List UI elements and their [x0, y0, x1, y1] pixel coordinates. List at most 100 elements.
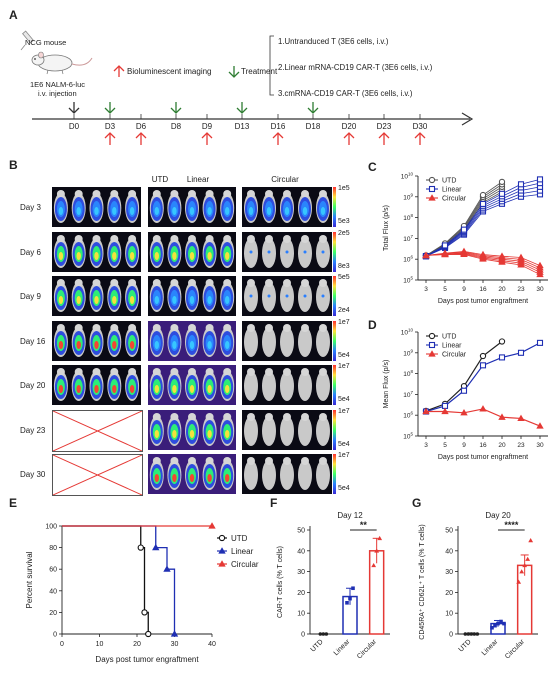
data-point-circular	[498, 413, 506, 420]
series-line-utd	[425, 181, 503, 256]
y-tick-label: 107	[403, 234, 413, 243]
bli-image	[148, 409, 236, 450]
bli-image	[242, 365, 332, 405]
y-tick-label: 0	[449, 632, 453, 639]
y-tick-label: 10	[445, 611, 453, 618]
chart-c: 105 106 107 108 109 1010 3 5 9 16 20 23 30 Days post …	[383, 172, 548, 305]
data-point	[472, 632, 477, 636]
x-tick-label: Circular	[356, 638, 378, 660]
x-tick-label: 20	[498, 442, 506, 449]
x-tick-label: Linear	[333, 638, 352, 657]
data-point-linear	[517, 349, 525, 356]
bli-image	[148, 231, 236, 272]
row-label: Day 6	[20, 247, 41, 257]
data-point-utd	[479, 352, 487, 360]
survival-curve-linear	[62, 525, 176, 634]
mouse-silhouette	[262, 371, 276, 401]
x-tick-label: 9	[462, 286, 466, 293]
row-label: Day 30	[20, 470, 46, 479]
colorbar-min: 5e3	[338, 218, 350, 225]
group-2: 2.Linear mRNA-CD19 CAR-T (3E6 cells, i.v…	[278, 63, 433, 72]
x-tick-label: 23	[517, 286, 525, 293]
x-tick-label: 20	[133, 641, 141, 648]
bli-image	[52, 231, 141, 272]
col-header-utd: UTD	[151, 175, 169, 184]
x-tick-label: 5	[443, 442, 447, 449]
y-tick-label: 108	[403, 369, 413, 378]
mouse-silhouette	[244, 415, 258, 446]
colorbar	[333, 409, 336, 450]
survival-point-linear	[152, 543, 160, 551]
injection-label-2: i.v. injection	[38, 89, 77, 98]
colorbar	[333, 320, 336, 361]
data-point-linear	[460, 387, 468, 394]
data-point	[519, 569, 525, 574]
mouse-silhouette	[316, 460, 330, 490]
x-tick-label: 16	[479, 286, 487, 293]
group-3: 3.cmRNA-CD19 CAR-T (3E6 cells, i.v.)	[278, 89, 413, 98]
x-tick-label: 10	[96, 641, 104, 648]
data-point	[525, 556, 531, 561]
timeline-panel: NCG mouse 1E6 NALM-6-luc i.v. injection …	[0, 0, 554, 150]
colorbar	[333, 231, 336, 272]
mouse-icon	[31, 51, 93, 75]
day-label-D23: D23	[376, 122, 392, 131]
y-axis-label: Mean Flux (p/s)	[383, 360, 390, 409]
colorbar	[333, 454, 336, 494]
day-label-D6: D6	[135, 122, 147, 131]
y-tick-label: 50	[297, 528, 305, 535]
y-tick-label: 20	[297, 590, 305, 597]
y-axis-label: Total Flux (p/s)	[383, 205, 390, 251]
survival-point-linear	[170, 630, 179, 637]
data-point-linear	[536, 176, 544, 183]
panel-label-e: E	[9, 496, 18, 510]
bli-image	[148, 320, 236, 361]
colorbar-max: 5e5	[338, 274, 350, 281]
chart-title: Day 12	[337, 511, 363, 520]
legend-label: Circular	[231, 560, 259, 569]
colorbar-min: 8e3	[338, 262, 350, 270]
x-tick-label: 40	[208, 641, 216, 648]
injection-label-1: 1E6 NALM-6-luc	[30, 80, 86, 89]
y-tick-label: 40	[445, 548, 453, 555]
bli-image	[148, 454, 236, 494]
bli-image	[242, 231, 332, 272]
significance-label: ****	[504, 520, 519, 530]
data-point	[371, 562, 377, 568]
chart-d: 105 106 107 108 109 1010 3 5 9 16 20 23 30 Days post …	[383, 328, 548, 461]
data-point-circular	[536, 422, 544, 429]
colorbar-max: 1e7	[338, 318, 350, 326]
mouse-silhouette	[316, 326, 330, 357]
x-tick-label: Circular	[504, 638, 526, 660]
data-point-circular	[422, 251, 430, 259]
bli-image	[52, 276, 141, 316]
deceased-cross	[53, 455, 142, 495]
x-tick-label: UTD	[310, 638, 325, 653]
mouse-silhouette	[298, 326, 312, 357]
bli-image	[148, 187, 236, 227]
chart-g: Day 20 0 10 20 30 40 50 CD45RA⁺ CD62L⁺ T cells …	[419, 511, 538, 660]
mouse-silhouette	[244, 371, 258, 401]
data-point-circular	[422, 407, 430, 415]
y-axis-label: Percent survival	[25, 551, 34, 608]
panel-label-b: B	[9, 158, 18, 172]
y-tick-label: 60	[49, 567, 57, 574]
y-tick-label: 80	[49, 545, 57, 552]
mouse-silhouette	[280, 371, 294, 401]
mouse-silhouette	[262, 415, 276, 446]
panel-label-f: F	[270, 496, 278, 510]
day-label-D8: D8	[170, 122, 182, 131]
mouse-silhouette	[280, 460, 294, 490]
bli-image	[52, 320, 141, 361]
data-point-linear	[536, 339, 544, 346]
colorbar-min: 5e4	[338, 396, 350, 403]
colorbar	[333, 365, 336, 405]
data-point	[348, 596, 352, 601]
data-point-linear	[441, 242, 449, 249]
x-tick-label: 3	[424, 286, 428, 293]
mouse-silhouette	[244, 460, 258, 490]
data-point	[493, 623, 497, 628]
data-point-utd	[479, 191, 487, 199]
timeline-graphic	[20, 30, 474, 145]
colorbar-min: 5e4	[338, 440, 350, 448]
